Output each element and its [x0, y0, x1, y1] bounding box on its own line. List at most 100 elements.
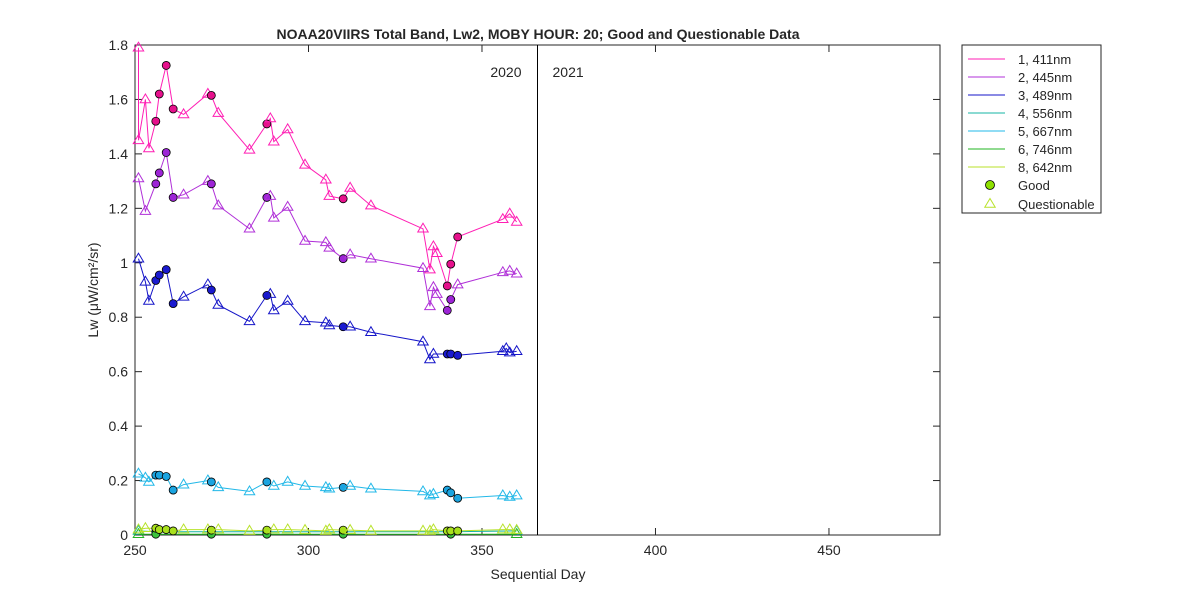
data-point-questionable: [319, 173, 332, 184]
data-point-questionable: [364, 482, 378, 493]
data-point-questionable: [267, 211, 280, 222]
data-point-questionable: [281, 523, 294, 534]
year-label-2020: 2020: [490, 64, 521, 80]
x-tick-label: 300: [297, 542, 321, 558]
data-point-questionable: [510, 215, 523, 226]
data-point-questionable: [451, 278, 464, 289]
data-point-questionable: [132, 523, 145, 534]
data-point-good: [453, 493, 463, 503]
data-point-questionable: [319, 524, 332, 535]
data-point-questionable: [139, 521, 152, 532]
data-point-questionable: [416, 222, 430, 233]
legend-entry: 5, 667nm: [968, 124, 1072, 139]
legend-entry: 1, 411nm: [968, 52, 1071, 67]
legend-entry-questionable: Questionable: [983, 197, 1095, 212]
data-point-questionable: [298, 158, 312, 169]
data-point-questionable: [364, 325, 378, 336]
series-line: [138, 47, 518, 287]
data-point-questionable: [139, 92, 152, 104]
data-point-good: [168, 104, 178, 114]
data-point-questionable: [416, 484, 430, 496]
data-point-questionable: [132, 133, 145, 145]
data-point-questionable: [496, 523, 509, 534]
data-point-questionable: [323, 189, 336, 200]
data-point-questionable: [298, 314, 312, 326]
data-point-questionable: [142, 141, 155, 153]
data-point-questionable: [323, 241, 336, 252]
data-point-questionable: [503, 264, 516, 275]
data-point-questionable: [427, 347, 440, 358]
data-point-questionable: [177, 107, 190, 119]
data-point-questionable: [423, 299, 437, 311]
chart-title: NOAA20VIIRS Total Band, Lw2, MOBY HOUR: …: [277, 26, 800, 42]
data-point-questionable: [427, 239, 440, 251]
data-point-questionable: [267, 303, 280, 315]
legend-label: 3, 489nm: [1018, 88, 1072, 103]
data-point-good: [446, 295, 456, 304]
legend-entry-good: Good: [985, 178, 1050, 193]
x-tick-label: 400: [644, 542, 668, 558]
data-point-questionable: [132, 252, 145, 263]
data-point-questionable: [496, 212, 509, 224]
x-tick-label: 450: [817, 542, 841, 558]
legend-label: 6, 746nm: [1018, 142, 1072, 157]
data-point-questionable: [423, 489, 437, 500]
data-point-good: [262, 291, 272, 300]
y-tick-label: 0.2: [109, 473, 129, 489]
legend-entry: 6, 746nm: [968, 142, 1072, 157]
data-point-questionable: [243, 314, 256, 326]
data-point-questionable: [177, 478, 190, 489]
data-point-questionable: [496, 344, 509, 356]
data-point-questionable: [323, 523, 336, 534]
data-point-questionable: [510, 489, 523, 500]
data-point-questionable: [177, 290, 190, 301]
legend-entry: 3, 489nm: [968, 88, 1072, 103]
data-point-questionable: [510, 523, 523, 534]
data-point-good: [161, 148, 171, 157]
data-point-questionable: [139, 204, 152, 215]
data-point-questionable: [344, 248, 357, 259]
data-point-questionable: [427, 487, 440, 498]
y-tick-label: 0: [120, 527, 128, 543]
data-point-good: [161, 265, 171, 274]
data-point-questionable: [264, 189, 277, 200]
x-axis-label: Sequential Day: [491, 566, 586, 582]
data-point-good: [168, 299, 178, 309]
data-point-good: [453, 526, 463, 536]
y-tick-label: 1.6: [109, 91, 129, 107]
data-point-questionable: [267, 523, 280, 534]
y-tick-label: 1.4: [109, 146, 129, 162]
data-point-good: [168, 485, 178, 495]
data-point-questionable: [212, 106, 225, 117]
y-tick-label: 1.8: [109, 37, 129, 53]
data-point-questionable: [423, 524, 437, 535]
data-point-good: [262, 119, 272, 129]
data-point-good: [338, 525, 348, 535]
data-point-questionable: [364, 524, 378, 535]
legend-label: 5, 667nm: [1018, 124, 1072, 139]
data-point-questionable: [364, 199, 378, 210]
data-point-questionable: [212, 523, 225, 534]
legend-questionable-marker: [983, 197, 997, 208]
data-point-questionable: [344, 523, 357, 534]
data-point-questionable: [344, 479, 357, 490]
data-point-questionable: [298, 479, 312, 490]
legend-entry: 8, 642nm: [968, 160, 1072, 175]
data-point-questionable: [423, 352, 437, 364]
data-point-questionable: [243, 143, 256, 154]
data-point-questionable: [142, 294, 155, 305]
data-point-questionable: [264, 287, 277, 298]
plot-axes: 250 300 350 400 450 0 0.2 0.4 0.6 0.8 1 1.2 1.4 1.6 1…: [109, 37, 941, 558]
legend-label: 8, 642nm: [1018, 160, 1072, 175]
data-point-questionable: [212, 480, 225, 492]
data-point-questionable: [281, 122, 294, 134]
legend-good-marker: [985, 180, 995, 190]
series-layer: [132, 41, 523, 539]
legend-entry: 4, 556nm: [968, 106, 1072, 121]
data-point-questionable: [132, 467, 145, 478]
legend-label: 4, 556nm: [1018, 106, 1072, 121]
data-point-questionable: [281, 294, 294, 305]
x-tick-label: 350: [470, 542, 494, 558]
data-point-questionable: [416, 261, 430, 273]
data-point-good: [446, 488, 456, 498]
